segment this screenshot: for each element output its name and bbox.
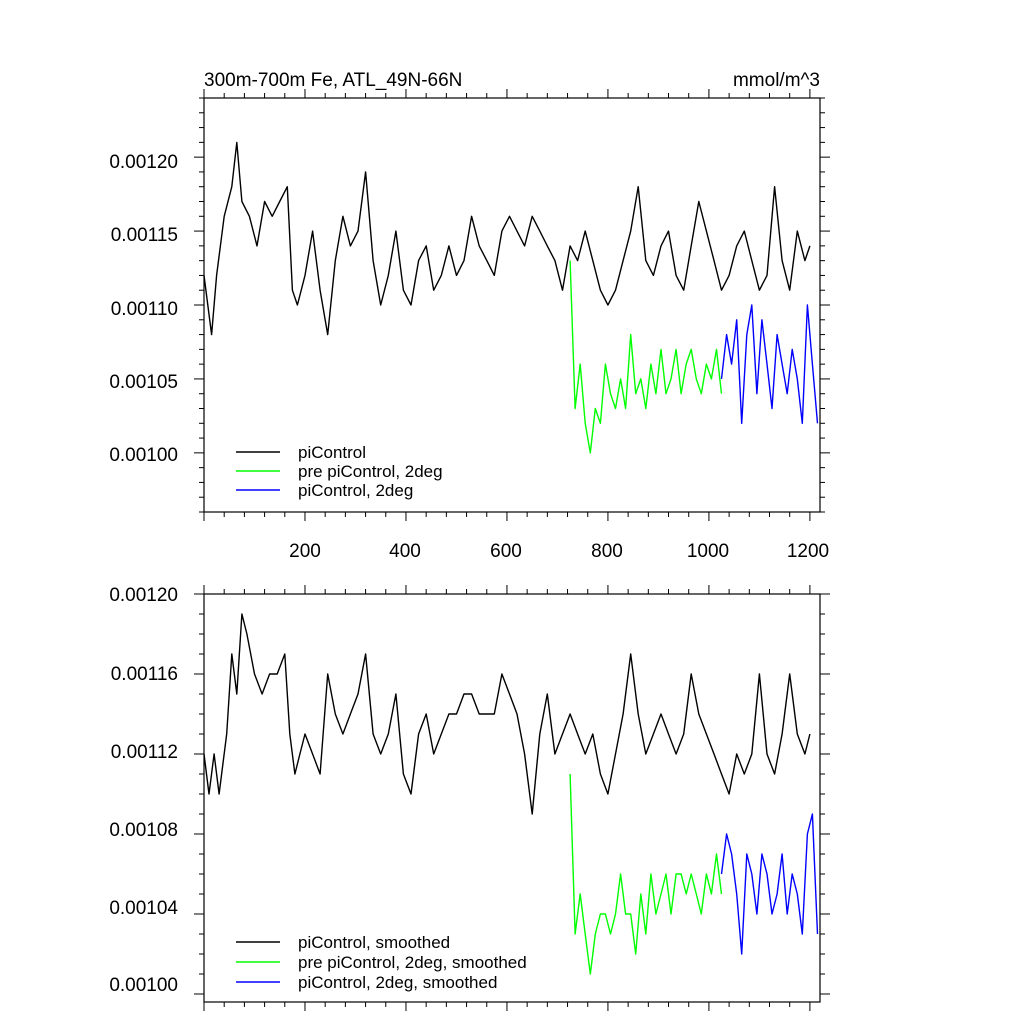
bottom-y-tick-label: 0.00120 bbox=[109, 585, 178, 606]
legend-label: piControl, smoothed bbox=[298, 933, 450, 952]
top-legend: piControl pre piControl, 2deg piControl,… bbox=[236, 443, 443, 500]
legend-label: piControl bbox=[298, 443, 366, 462]
top-x-tick-label: 1000 bbox=[687, 541, 729, 562]
top-x-tick-label: 800 bbox=[591, 541, 623, 562]
top-series-group bbox=[203, 141, 819, 454]
legend-label: pre piControl, 2deg bbox=[298, 462, 443, 481]
top-panel: 300m-700m Fe, ATL_49N-66N mmol/m^3 0.001… bbox=[109, 70, 830, 562]
top-x-tick-label: 200 bbox=[289, 541, 321, 562]
bottom-legend: piControl, smoothed pre piControl, 2deg,… bbox=[236, 933, 527, 992]
bottom-y-tick-label: 0.00112 bbox=[111, 742, 178, 763]
panel-title: 300m-700m Fe, ATL_49N-66N bbox=[204, 70, 462, 91]
top-series-line-1 bbox=[569, 260, 723, 454]
top-y-tick-label: 0.00115 bbox=[111, 225, 178, 246]
bottom-series-line-2 bbox=[720, 813, 819, 955]
top-x-tick-label: 400 bbox=[389, 541, 421, 562]
bottom-y-tick-label: 0.00100 bbox=[109, 975, 178, 996]
bottom-series-group bbox=[203, 613, 819, 975]
bottom-plot-frame bbox=[203, 593, 821, 1003]
bottom-series-line-1 bbox=[569, 773, 723, 975]
bottom-panel: 0.00120 0.00116 0.00112 0.00108 0.00104 … bbox=[109, 585, 830, 1011]
legend-label: pre piControl, 2deg, smoothed bbox=[298, 953, 527, 972]
legend-label: piControl, 2deg bbox=[298, 481, 413, 500]
bottom-y-tick-label: 0.00108 bbox=[109, 820, 178, 841]
top-y-tick-label: 0.00105 bbox=[109, 372, 178, 393]
top-y-tick-label: 0.00120 bbox=[109, 152, 178, 173]
bottom-y-tick-labels: 0.00120 0.00116 0.00112 0.00108 0.00104 … bbox=[109, 585, 178, 996]
top-y-tick-label: 0.00110 bbox=[111, 299, 178, 320]
top-x-tick-label: 1200 bbox=[787, 541, 829, 562]
bottom-axis-ticks bbox=[194, 585, 830, 1011]
top-y-tick-labels: 0.00120 0.00115 0.00110 0.00105 0.00100 bbox=[109, 152, 178, 466]
top-x-tick-labels: 200 400 600 800 1000 1200 bbox=[289, 541, 829, 562]
bottom-series-line-0 bbox=[203, 613, 811, 815]
units-label: mmol/m^3 bbox=[733, 70, 820, 91]
legend-label: piControl, 2deg, smoothed bbox=[298, 973, 497, 992]
top-series-line-2 bbox=[720, 304, 819, 424]
top-x-tick-label: 600 bbox=[490, 541, 522, 562]
top-y-tick-label: 0.00100 bbox=[109, 445, 178, 466]
bottom-y-tick-label: 0.00116 bbox=[111, 664, 178, 685]
bottom-y-tick-label: 0.00104 bbox=[109, 898, 178, 919]
top-axis-ticks bbox=[194, 89, 830, 521]
top-series-line-0 bbox=[203, 141, 811, 336]
